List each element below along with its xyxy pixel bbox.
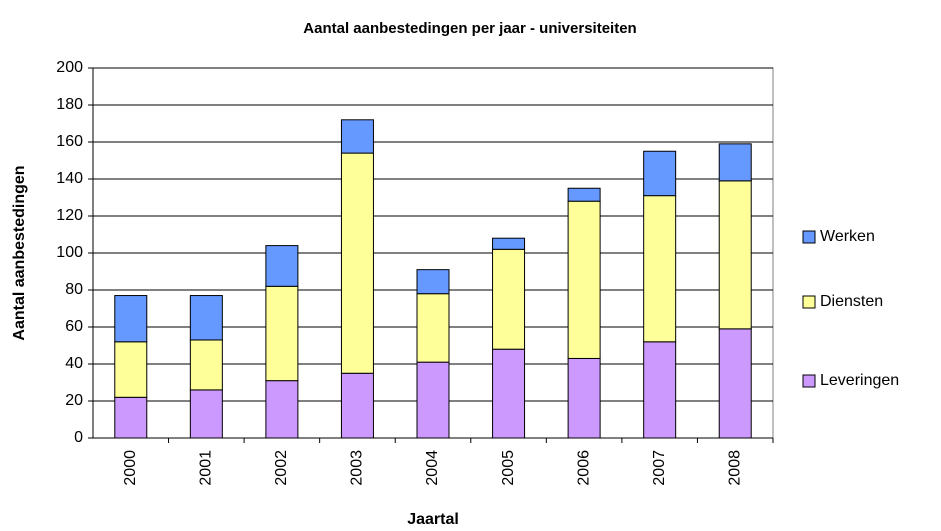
bar-segment <box>189 295 223 341</box>
y-tick-label: 140 <box>56 170 83 187</box>
legend-swatch <box>802 230 816 244</box>
bar-segment <box>567 200 601 359</box>
y-tick-label: 200 <box>56 59 83 76</box>
legend-label: Diensten <box>820 293 883 310</box>
bar-segment <box>492 348 526 439</box>
x-tick-label: 2007 <box>651 450 668 486</box>
bar-segment <box>265 245 299 287</box>
bar-segment <box>492 248 526 350</box>
bar-segment <box>643 150 677 197</box>
bar-segment <box>718 328 752 439</box>
bar-segment <box>718 180 752 330</box>
bar-segment <box>340 372 374 439</box>
x-tick-label: 2002 <box>273 450 290 486</box>
bar-segment <box>567 357 601 439</box>
bar-segment <box>567 187 601 202</box>
bar-segment <box>265 285 299 382</box>
x-tick-label: 2001 <box>198 450 215 486</box>
y-axis-label: Aantal aanbestedingen <box>11 165 28 340</box>
bar-segment <box>189 389 223 439</box>
bar-segment <box>114 341 148 398</box>
y-tick-label: 180 <box>56 96 83 113</box>
x-tick-label: 2000 <box>122 450 139 486</box>
bar-segment <box>416 269 450 295</box>
bar-segment <box>114 396 148 439</box>
y-tick-label: 120 <box>56 207 83 224</box>
x-axis-label: Jaartal <box>407 511 459 528</box>
bar-segment <box>416 293 450 363</box>
x-tick-label: 2008 <box>726 450 743 486</box>
legend-label: Leveringen <box>820 372 899 389</box>
bar-segment <box>643 195 677 343</box>
y-tick-label: 0 <box>74 429 83 446</box>
bar-segment <box>718 143 752 182</box>
x-tick-label: 2003 <box>349 450 366 486</box>
bar-segment <box>189 339 223 391</box>
y-tick-label: 60 <box>65 318 83 335</box>
y-tick-label: 20 <box>65 392 83 409</box>
bar-segment <box>416 361 450 439</box>
y-tick-label: 40 <box>65 355 83 372</box>
bar-segment <box>492 237 526 250</box>
x-tick-label: 2006 <box>575 450 592 486</box>
x-tick-label: 2005 <box>500 450 517 486</box>
legend-swatch <box>802 295 816 309</box>
y-tick-label: 100 <box>56 244 83 261</box>
legend-label: Werken <box>820 228 875 245</box>
y-tick-label: 80 <box>65 281 83 298</box>
bar-segment <box>340 119 374 154</box>
bar-segment <box>340 152 374 374</box>
x-tick-label: 2004 <box>424 450 441 486</box>
bar-segment <box>265 380 299 439</box>
legend-swatch <box>802 374 816 388</box>
bar-segment <box>643 341 677 439</box>
y-tick-label: 160 <box>56 133 83 150</box>
chart-title: Aantal aanbestedingen per jaar - univers… <box>303 20 636 37</box>
bar-segment <box>114 295 148 343</box>
